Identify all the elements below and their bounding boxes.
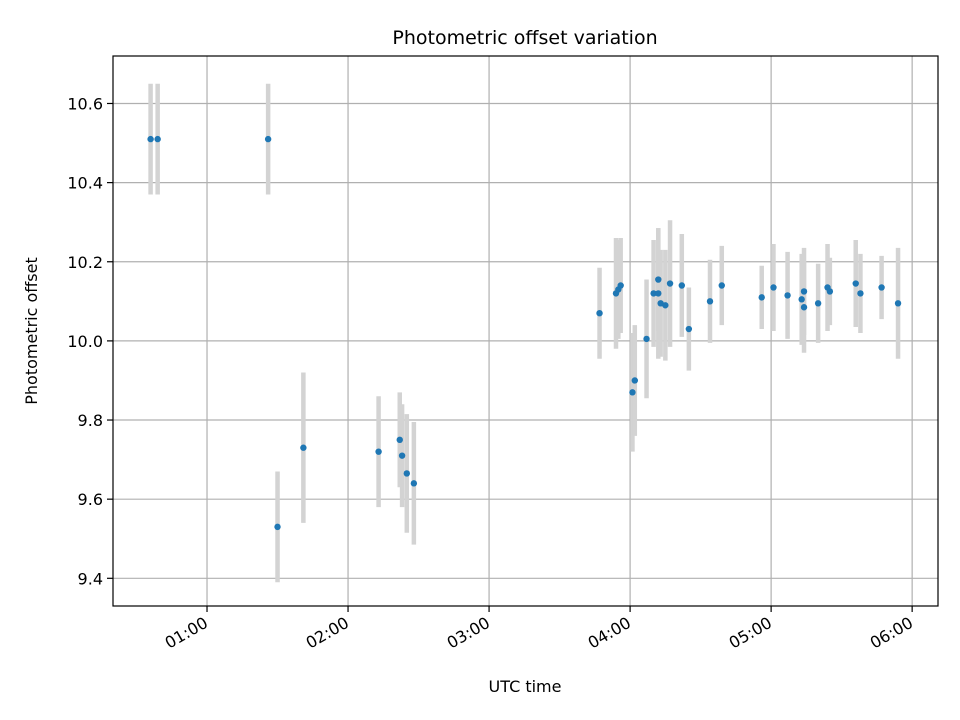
data-point [852,280,859,287]
data-point [678,282,686,289]
data-point [894,300,902,307]
y-tick-label: 10.0 [67,332,103,351]
data-point [706,298,714,305]
data-point [274,523,281,531]
data-point [403,470,411,477]
chart-title: Photometric offset variation [392,27,657,49]
data-point [814,300,822,307]
x-axis-label: UTC time [489,677,562,696]
y-tick-label: 10.6 [67,94,103,113]
y-tick-label: 9.6 [78,490,103,509]
data-point [629,389,636,396]
data-point [662,302,669,309]
data-point [596,309,603,317]
y-tick-label: 10.2 [67,253,103,272]
data-point [396,436,403,444]
data-point [375,448,382,455]
data-point [826,288,834,295]
data-point [770,284,777,291]
data-point [857,290,864,297]
data-point [685,325,693,333]
y-axis-label: Photometric offset [22,257,41,405]
data-point [650,290,657,297]
data-point [655,290,662,297]
data-point [154,135,161,143]
data-point [800,288,808,295]
data-point [617,282,624,289]
y-tick-label: 9.8 [78,411,103,430]
data-point [631,377,638,384]
data-point [758,294,765,301]
data-point [800,304,808,311]
y-tick-label: 10.4 [67,174,103,193]
data-point [264,135,272,143]
data-point [718,282,725,289]
data-point [398,452,406,459]
data-point [655,276,662,283]
data-point [878,284,885,291]
data-point [784,292,791,299]
data-point [666,280,674,287]
y-tick-label: 9.4 [78,569,103,588]
data-point [798,296,805,303]
data-point [410,480,418,487]
data-point [147,135,154,143]
data-points [147,135,902,531]
data-point [300,444,307,451]
data-point [643,335,650,343]
plot-frame [112,55,939,607]
